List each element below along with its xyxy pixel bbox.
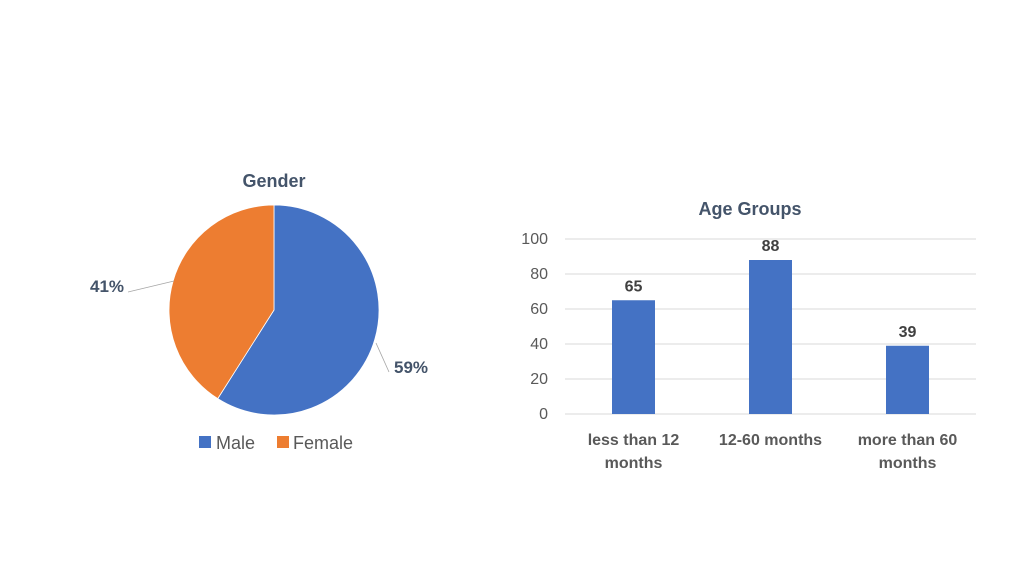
y-tick-label: 40 bbox=[530, 336, 548, 353]
male-percent-label: 59% bbox=[394, 358, 428, 377]
bar-value-label: 39 bbox=[899, 324, 917, 341]
bar-more-than-60-months bbox=[886, 345, 929, 414]
pie-slice-male bbox=[217, 204, 380, 416]
bar-value-label: 65 bbox=[625, 278, 643, 295]
y-tick-label: 100 bbox=[521, 231, 548, 248]
y-tick-label: 20 bbox=[530, 371, 548, 388]
female-leader-line bbox=[127, 280, 175, 293]
bar-value-label: 88 bbox=[762, 238, 780, 255]
y-tick-label: 0 bbox=[539, 406, 548, 423]
x-tick-label-12-60-months: 12-60 months bbox=[719, 432, 822, 449]
legend-male-label: Male bbox=[216, 433, 255, 453]
gender-chart-title: Gender bbox=[242, 171, 305, 191]
bar-12-60-months bbox=[749, 260, 792, 414]
y-tick-label: 80 bbox=[530, 266, 548, 283]
bar-less-than-12-months bbox=[612, 300, 655, 414]
male-leader-line bbox=[375, 342, 390, 373]
x-tick-label-less-than-12-months: less than 12 months bbox=[588, 432, 680, 472]
y-tick-label: 60 bbox=[530, 301, 548, 318]
gender-pie-chart: Gender 41% 59% Male Female bbox=[90, 171, 428, 453]
female-percent-label: 41% bbox=[90, 277, 124, 296]
age-groups-chart-title: Age Groups bbox=[698, 199, 801, 219]
legend-female-label: Female bbox=[293, 433, 353, 453]
age-groups-bar-chart: Age Groups 0 20 40 60 80 100 65 88 39 less than… bbox=[521, 199, 976, 472]
legend-female-swatch bbox=[277, 436, 289, 448]
pie-slice-female bbox=[168, 204, 275, 400]
x-tick-label-more-than-60-months: more than 60 months bbox=[858, 432, 958, 472]
pie-legend: Male Female bbox=[199, 433, 353, 453]
legend-male-swatch bbox=[199, 436, 211, 448]
